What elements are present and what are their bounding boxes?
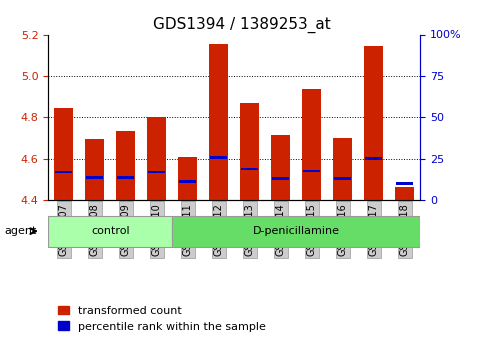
Bar — [302, 89, 321, 200]
Bar — [116, 131, 135, 200]
Bar — [179, 157, 197, 200]
Text: GDS1394 / 1389253_at: GDS1394 / 1389253_at — [153, 17, 330, 33]
Bar — [396, 182, 413, 185]
Bar — [365, 157, 382, 160]
Bar — [303, 170, 320, 172]
Bar — [179, 180, 196, 183]
Bar — [210, 44, 228, 200]
Bar — [271, 135, 290, 200]
Bar — [55, 108, 73, 200]
Text: agent: agent — [5, 226, 37, 236]
Legend: transformed count, percentile rank within the sample: transformed count, percentile rank withi… — [54, 301, 270, 336]
Text: D-penicillamine: D-penicillamine — [253, 226, 340, 236]
Bar — [241, 103, 259, 200]
Bar — [241, 168, 258, 170]
Bar — [148, 171, 165, 174]
Bar — [147, 117, 166, 200]
Bar — [117, 176, 134, 179]
Bar — [85, 139, 104, 200]
Bar — [334, 177, 351, 180]
Text: control: control — [91, 226, 129, 236]
Bar — [364, 46, 383, 200]
Bar — [333, 138, 352, 200]
Bar — [210, 156, 227, 159]
Bar — [172, 216, 420, 247]
Bar — [55, 171, 72, 174]
Bar — [396, 187, 414, 200]
Bar — [86, 176, 103, 179]
Bar — [272, 177, 289, 180]
Bar — [48, 216, 172, 247]
